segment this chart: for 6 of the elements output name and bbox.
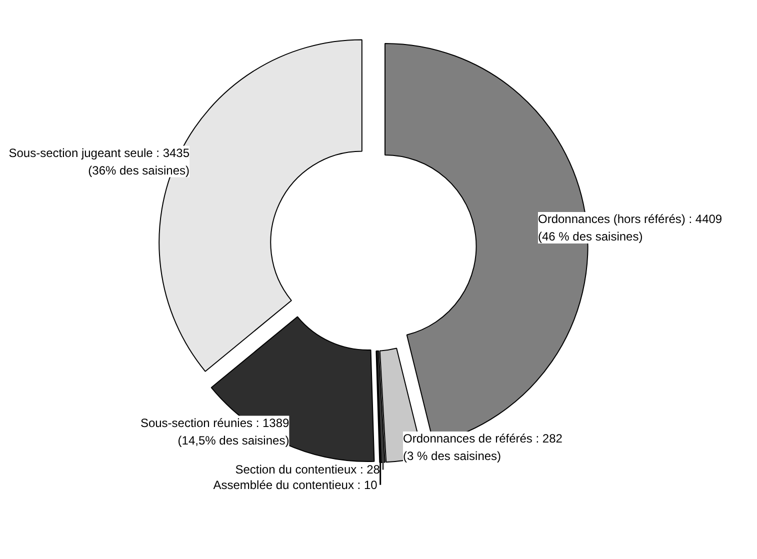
slice-label: Ordonnances de référés : 282 (3 % des saisines)	[403, 432, 563, 464]
slice-label: Ordonnances (hors référés) : 4409 (46 % des saisines)	[538, 212, 722, 244]
slice-label: Assemblée du contentieux : 10	[213, 478, 378, 492]
slice-label: Sous-section jugeant seule : 3435 (36% des saisines)	[8, 146, 190, 178]
slice-label: Section du contentieux : 28	[235, 462, 380, 477]
slice-label: Sous-section réunies : 1389 (14,5% des saisines)	[140, 416, 290, 448]
